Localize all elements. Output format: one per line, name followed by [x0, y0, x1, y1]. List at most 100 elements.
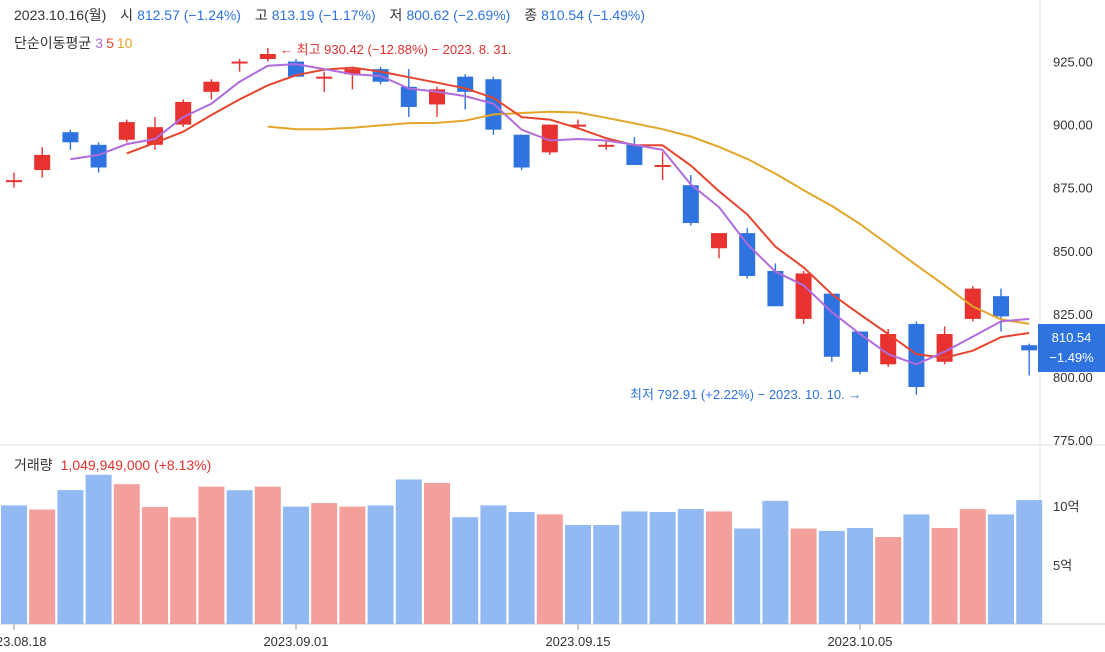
candle-body	[993, 296, 1009, 317]
volume-bar	[113, 484, 140, 624]
ma3-line	[70, 63, 1030, 366]
volume-bar	[818, 530, 845, 624]
candle-body	[767, 270, 784, 307]
candle-body	[316, 76, 333, 79]
volume-tick-label: 5억	[1053, 558, 1072, 573]
candle-body	[1021, 345, 1038, 351]
candle-body	[90, 144, 107, 168]
candle-body	[344, 69, 361, 75]
close-label: 종	[524, 7, 538, 23]
volume-bar	[677, 509, 704, 624]
candle-body	[231, 61, 248, 64]
candle-body	[203, 81, 220, 92]
volume-bar	[311, 503, 338, 624]
volume-bar	[875, 537, 902, 624]
low-value: 800.62 (−2.69%)	[406, 7, 511, 23]
volume-bar	[931, 527, 958, 624]
price-tick-label: 875.00	[1053, 181, 1093, 196]
volume-tick-label: 10억	[1053, 499, 1079, 514]
candle-body	[118, 122, 135, 140]
volume-bar	[959, 509, 986, 624]
price-tick-label: 775.00	[1053, 433, 1093, 448]
volume-bar	[367, 505, 394, 624]
close-value: 810.54 (−1.49%)	[541, 7, 646, 23]
volume-bar	[85, 474, 112, 624]
open-label: 시	[120, 7, 134, 23]
ma-label: 단순이동평균	[14, 35, 92, 51]
volume-bar	[254, 486, 281, 624]
candle-body	[6, 180, 22, 183]
candle-body	[654, 164, 671, 167]
volume-bar	[283, 506, 309, 624]
candle-body	[682, 185, 699, 224]
current-price-tag: 810.54 −1.49%	[1038, 324, 1105, 372]
candle-body	[598, 144, 615, 147]
volume-bar	[508, 512, 535, 624]
volume-bar	[480, 505, 507, 624]
volume-bar	[593, 524, 620, 624]
candle-body	[626, 144, 643, 165]
volume-bar	[734, 528, 761, 624]
candle-body	[739, 233, 756, 277]
candle-body	[964, 288, 981, 319]
volume-bar	[339, 506, 366, 624]
volume-bar	[649, 512, 676, 624]
volume-bar	[762, 500, 789, 624]
ma5-legend: 5	[106, 35, 114, 51]
x-tick-label: 2023.10.05	[827, 634, 892, 649]
candle-body	[541, 124, 558, 153]
ma3-legend: 3	[95, 35, 104, 51]
candle-body	[852, 331, 868, 372]
high-annotation: ← 최고 930.42 (−12.88%) − 2023. 8. 31.	[280, 42, 512, 57]
volume-bar	[57, 490, 84, 624]
candle-body	[880, 334, 897, 365]
volume-bar	[790, 528, 817, 624]
volume-bar	[1016, 500, 1043, 624]
volume-bar	[198, 486, 225, 624]
x-tick-label: 2023.09.15	[545, 634, 610, 649]
price-tick-label: 925.00	[1053, 55, 1093, 70]
ma10-legend: 10	[116, 35, 133, 51]
candle-body	[711, 233, 727, 249]
current-change: −1.49%	[1049, 350, 1094, 365]
ma10-line	[267, 110, 1030, 325]
price-tick-label: 900.00	[1053, 118, 1093, 133]
x-tick-label: 2023.09.01	[263, 634, 328, 649]
x-tick-label: 2023.08.18	[0, 634, 47, 649]
volume-bar	[536, 514, 563, 624]
price-tick-label: 825.00	[1053, 307, 1093, 322]
volume-label: 거래량	[14, 457, 53, 473]
volume-bar	[170, 517, 197, 624]
candle-body	[823, 293, 840, 357]
volume-bar	[565, 524, 591, 624]
candle-body	[570, 124, 586, 127]
high-value: 813.19 (−1.17%)	[271, 7, 376, 23]
volume-bar	[706, 511, 732, 624]
candle-body	[259, 53, 276, 60]
candle-body	[513, 134, 530, 168]
ohlc-summary: 2023.10.16(월) 시 812.57 (−1.24%) 고 813.19 (…	[14, 5, 645, 25]
low-label: 저	[389, 7, 403, 23]
volume-bar	[395, 479, 422, 624]
low-annotation: 최저 792.91 (+2.22%) − 2023. 10. 10. →	[630, 387, 862, 402]
price-tick-label: 850.00	[1053, 244, 1093, 259]
volume-bar	[29, 509, 56, 624]
open-value: 812.57 (−1.24%)	[137, 7, 241, 23]
current-price: 810.54	[1051, 330, 1092, 345]
volume-bar	[621, 511, 648, 624]
volume-bar	[452, 517, 479, 624]
volume-bar	[988, 514, 1014, 624]
volume-bar	[142, 507, 168, 624]
volume-bar	[226, 490, 253, 624]
candle-body	[400, 86, 417, 107]
volume-bar	[903, 514, 930, 624]
volume-value: 1,049,949,000 (+8.13%)	[60, 457, 212, 473]
volume-bar	[424, 482, 450, 624]
summary-date: 2023.10.16(월)	[14, 7, 107, 23]
volume-bar	[1, 505, 27, 624]
candle-body	[62, 132, 79, 143]
moving-average-legend[interactable]: 단순이동평균 3 5 10	[14, 33, 132, 53]
candle-body	[795, 273, 812, 319]
candle-body	[936, 334, 953, 362]
